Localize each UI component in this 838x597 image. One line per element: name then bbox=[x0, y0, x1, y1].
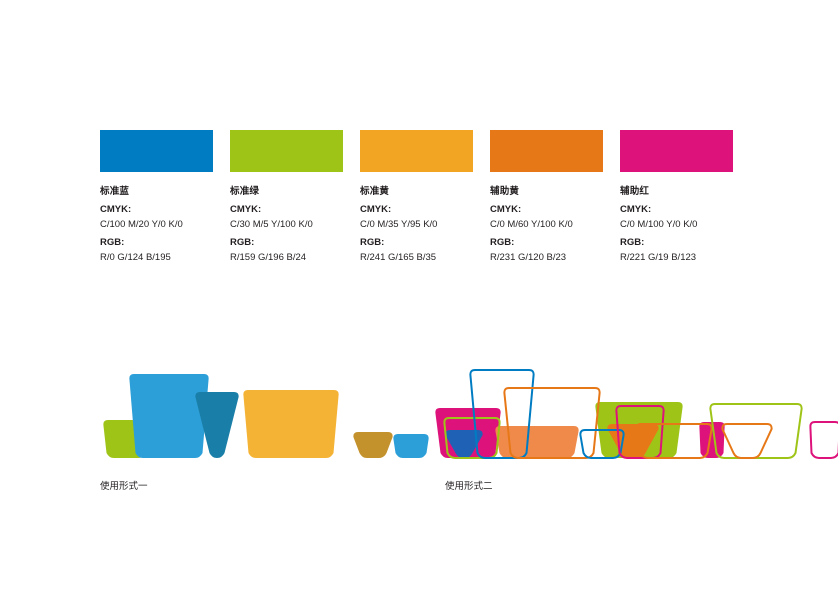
logo-mark-outline bbox=[443, 369, 838, 459]
color-name-label: 辅助黄 bbox=[490, 186, 520, 197]
color-swatch-cell: 辅助红 CMYK: C/0 M/100 Y/0 K/0 RGB: R/221 G/19 … bbox=[620, 130, 733, 270]
cmyk-key-label: CMYK: bbox=[360, 204, 392, 215]
cup-shape bbox=[393, 434, 429, 458]
rgb-key-label: RGB: bbox=[100, 237, 125, 248]
cmyk-value-label: C/0 M/35 Y/95 K/0 bbox=[360, 219, 438, 230]
cup-shape bbox=[495, 426, 579, 458]
cup-shape bbox=[579, 429, 625, 459]
color-name-label: 标准黄 bbox=[360, 186, 390, 197]
rgb-value-label: R/241 G/165 B/35 bbox=[360, 252, 437, 263]
color-swatch-cell: 标准蓝 CMYK: C/100 M/20 Y/0 K/0 RGB: R/0 G/124 … bbox=[100, 130, 213, 270]
cup-shape bbox=[469, 369, 535, 459]
color-name-label: 标准绿 bbox=[230, 186, 260, 197]
cmyk-value-label: C/30 M/5 Y/100 K/0 bbox=[230, 219, 313, 230]
cup-shape bbox=[129, 374, 209, 458]
figure-caption: 使用形式二 bbox=[445, 481, 493, 492]
cup-shape bbox=[445, 430, 483, 458]
cmyk-key-label: CMYK: bbox=[620, 204, 652, 215]
cup-shape bbox=[699, 422, 725, 458]
cmyk-key-label: CMYK: bbox=[230, 204, 262, 215]
color-chip bbox=[360, 130, 473, 172]
color-palette-row: 标准蓝 CMYK: C/100 M/20 Y/0 K/0 RGB: R/0 G/124 … bbox=[100, 130, 820, 270]
color-swatch-cell: 辅助黄 CMYK: C/0 M/60 Y/100 K/0 RGB: R/231 G/12… bbox=[490, 130, 603, 270]
color-chip bbox=[620, 130, 733, 172]
rgb-value-label: R/221 G/19 B/123 bbox=[620, 252, 697, 263]
cmyk-value-label: C/0 M/60 Y/100 K/0 bbox=[490, 219, 573, 230]
figure-caption: 使用形式一 bbox=[100, 481, 148, 492]
color-swatch-cell: 标准绿 CMYK: C/30 M/5 Y/100 K/0 RGB: R/159 G/19… bbox=[230, 130, 343, 270]
cmyk-key-label: CMYK: bbox=[100, 204, 132, 215]
color-swatch-cell: 标准黄 CMYK: C/0 M/35 Y/95 K/0 RGB: R/241 G/165… bbox=[360, 130, 473, 270]
figure-usage-form-two: 使用形式二 bbox=[440, 360, 838, 492]
cmyk-value-label: C/0 M/100 Y/0 K/0 bbox=[620, 219, 698, 230]
cmyk-key-label: CMYK: bbox=[490, 204, 522, 215]
color-chip bbox=[100, 130, 213, 172]
cup-shape bbox=[443, 417, 501, 459]
cup-shape bbox=[709, 403, 803, 459]
rgb-key-label: RGB: bbox=[360, 237, 385, 248]
cup-shape bbox=[503, 387, 601, 459]
cup-shape bbox=[353, 432, 393, 458]
color-chip bbox=[490, 130, 603, 172]
cup-shape bbox=[195, 392, 239, 458]
cup-shape bbox=[635, 423, 713, 459]
rgb-key-label: RGB: bbox=[230, 237, 255, 248]
rgb-value-label: R/0 G/124 B/195 bbox=[100, 252, 171, 263]
rgb-value-label: R/231 G/120 B/23 bbox=[490, 252, 567, 263]
rgb-value-label: R/159 G/196 B/24 bbox=[230, 252, 307, 263]
logo-usage-figures: 使用形式一 使用形式二 bbox=[0, 360, 838, 510]
cup-shape bbox=[243, 390, 339, 458]
rgb-key-label: RGB: bbox=[490, 237, 515, 248]
color-name-label: 标准蓝 bbox=[100, 186, 130, 197]
color-name-label: 辅助红 bbox=[620, 186, 650, 197]
cmyk-value-label: C/100 M/20 Y/0 K/0 bbox=[100, 219, 183, 230]
cup-shape bbox=[721, 423, 773, 459]
color-chip bbox=[230, 130, 343, 172]
cup-shape bbox=[809, 421, 838, 459]
rgb-key-label: RGB: bbox=[620, 237, 645, 248]
